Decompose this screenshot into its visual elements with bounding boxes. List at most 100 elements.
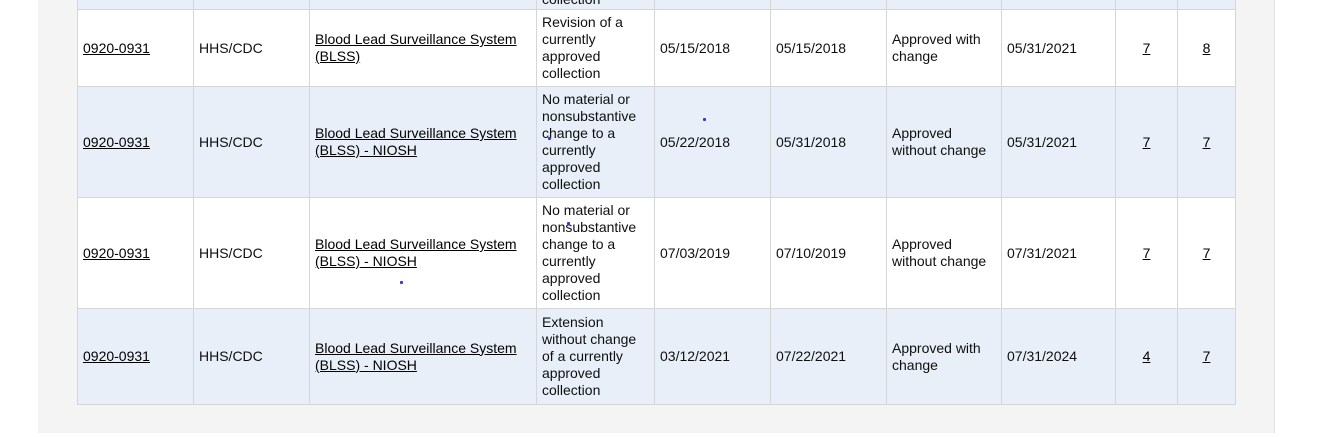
cell-expiration-date: 07/31/2021 <box>1002 198 1116 309</box>
date-2-label: 07/22/2021 <box>776 348 847 364</box>
cell-omb-number: 0920-0931 <box>77 198 194 309</box>
cell-expiration-date: 05/31/2021 <box>1002 87 1116 198</box>
icr-title-link[interactable]: Blood Lead Surveillance System (BLSS) - … <box>315 236 517 269</box>
cell-title <box>310 0 537 10</box>
cell-date-2 <box>771 0 887 10</box>
cell-request-type: Revision of a currently approved collect… <box>537 10 655 87</box>
icr-results-table: collection 0920-0931 HHS/CDC Blood Lead … <box>77 0 1236 405</box>
icr-title-link[interactable]: Blood Lead Surveillance System (BLSS) - … <box>315 125 517 158</box>
count-1-link[interactable]: 7 <box>1142 39 1151 56</box>
cell-request-type: collection <box>537 0 655 10</box>
cell-date-2: 07/10/2019 <box>771 198 887 309</box>
cell-decision: Approved with change <box>887 10 1002 87</box>
expiration-date-label: 05/31/2021 <box>1007 39 1078 56</box>
cell-request-type: No material or nonsubstantive change to … <box>537 198 655 309</box>
cell-count-1: 7 <box>1116 198 1178 309</box>
cell-omb-number: 0920-0931 <box>77 309 194 405</box>
cell-agency: HHS/CDC <box>194 198 310 309</box>
request-type-label: Extension without change of a currently … <box>542 314 637 398</box>
count-1-link[interactable]: 4 <box>1142 348 1151 364</box>
icr-title-link[interactable]: Blood Lead Surveillance System (BLSS) - … <box>315 339 517 373</box>
cell-count-2: 7 <box>1178 87 1236 198</box>
icr-title-link[interactable]: Blood Lead Surveillance System (BLSS) <box>315 31 517 64</box>
omb-number-link[interactable]: 0920-0931 <box>83 348 150 364</box>
date-1-label: 05/22/2018 <box>660 133 731 150</box>
date-1-label: 07/03/2019 <box>660 244 731 261</box>
decision-label: Approved without change <box>892 236 987 269</box>
cell-date-2: 07/22/2021 <box>771 309 887 405</box>
date-2-label: 05/31/2018 <box>776 133 847 150</box>
clipped-text-fragment: collection <box>542 0 600 8</box>
cell-agency <box>194 0 310 10</box>
decision-label: Approved with change <box>892 339 981 373</box>
request-type-label: No material or nonsubstantive change to … <box>542 91 637 192</box>
agency-label: HHS/CDC <box>199 39 263 56</box>
count-1-link[interactable]: 7 <box>1142 133 1151 150</box>
cell-count-1: 7 <box>1116 87 1178 198</box>
cell-title: Blood Lead Surveillance System (BLSS) <box>310 10 537 87</box>
cell-omb-number: 0920-0931 <box>77 10 194 87</box>
cell-count-1 <box>1116 0 1178 10</box>
date-2-label: 05/15/2018 <box>776 39 847 56</box>
cell-agency: HHS/CDC <box>194 87 310 198</box>
cell-date-2: 05/15/2018 <box>771 10 887 87</box>
count-2-link[interactable]: 7 <box>1202 348 1211 364</box>
cell-date-1: 03/12/2021 <box>655 309 771 405</box>
artifact-dot <box>567 222 570 225</box>
count-2-link[interactable]: 7 <box>1202 244 1211 261</box>
table-row-partial: collection <box>77 0 1236 10</box>
cell-agency: HHS/CDC <box>194 10 310 87</box>
cell-count-2: 7 <box>1178 198 1236 309</box>
expiration-date-label: 05/31/2021 <box>1007 133 1078 150</box>
omb-number-link[interactable]: 0920-0931 <box>83 133 150 150</box>
table-row: 0920-0931 HHS/CDC Blood Lead Surveillanc… <box>77 198 1236 309</box>
cell-decision: Approved without change <box>887 87 1002 198</box>
cell-omb-number <box>77 0 194 10</box>
expiration-date-label: 07/31/2021 <box>1007 244 1078 261</box>
cell-expiration-date <box>1002 0 1116 10</box>
cell-date-1: 07/03/2019 <box>655 198 771 309</box>
cell-date-1: 05/15/2018 <box>655 10 771 87</box>
decision-label: Approved without change <box>892 125 987 158</box>
cell-count-2 <box>1178 0 1236 10</box>
cell-decision: Approved with change <box>887 309 1002 405</box>
cell-date-2: 05/31/2018 <box>771 87 887 198</box>
cell-count-1: 7 <box>1116 10 1178 87</box>
cell-title: Blood Lead Surveillance System (BLSS) - … <box>310 309 537 405</box>
omb-number-link[interactable]: 0920-0931 <box>83 39 150 56</box>
cell-decision: Approved without change <box>887 198 1002 309</box>
artifact-dot <box>548 137 551 140</box>
decision-label: Approved with change <box>892 31 981 64</box>
count-2-link[interactable]: 8 <box>1202 39 1211 56</box>
table-row: 0920-0931 HHS/CDC Blood Lead Surveillanc… <box>77 309 1236 405</box>
cell-title: Blood Lead Surveillance System (BLSS) - … <box>310 198 537 309</box>
cell-request-type: Extension without change of a currently … <box>537 309 655 405</box>
request-type-label: Revision of a currently approved collect… <box>542 14 623 81</box>
cell-count-2: 8 <box>1178 10 1236 87</box>
artifact-dot <box>400 281 403 284</box>
cell-request-type: No material or nonsubstantive change to … <box>537 87 655 198</box>
date-1-label: 03/12/2021 <box>660 348 731 364</box>
cell-agency: HHS/CDC <box>194 309 310 405</box>
cell-decision <box>887 0 1002 10</box>
agency-label: HHS/CDC <box>199 133 263 150</box>
count-2-link[interactable]: 7 <box>1202 133 1211 150</box>
cell-count-2: 7 <box>1178 309 1236 405</box>
expiration-date-label: 07/31/2024 <box>1007 348 1078 364</box>
table-row: 0920-0931 HHS/CDC Blood Lead Surveillanc… <box>77 87 1236 198</box>
artifact-dot <box>703 118 706 121</box>
cell-count-1: 4 <box>1116 309 1178 405</box>
table-row: 0920-0931 HHS/CDC Blood Lead Surveillanc… <box>77 10 1236 87</box>
cell-title: Blood Lead Surveillance System (BLSS) - … <box>310 87 537 198</box>
cell-omb-number: 0920-0931 <box>77 87 194 198</box>
cell-expiration-date: 05/31/2021 <box>1002 10 1116 87</box>
omb-number-link[interactable]: 0920-0931 <box>83 244 150 261</box>
cell-date-1 <box>655 0 771 10</box>
count-1-link[interactable]: 7 <box>1142 244 1151 261</box>
agency-label: HHS/CDC <box>199 348 263 364</box>
date-2-label: 07/10/2019 <box>776 244 847 261</box>
cell-date-1: 05/22/2018 <box>655 87 771 198</box>
cell-expiration-date: 07/31/2024 <box>1002 309 1116 405</box>
date-1-label: 05/15/2018 <box>660 39 731 56</box>
request-type-label: No material or nonsubstantive change to … <box>542 202 637 303</box>
